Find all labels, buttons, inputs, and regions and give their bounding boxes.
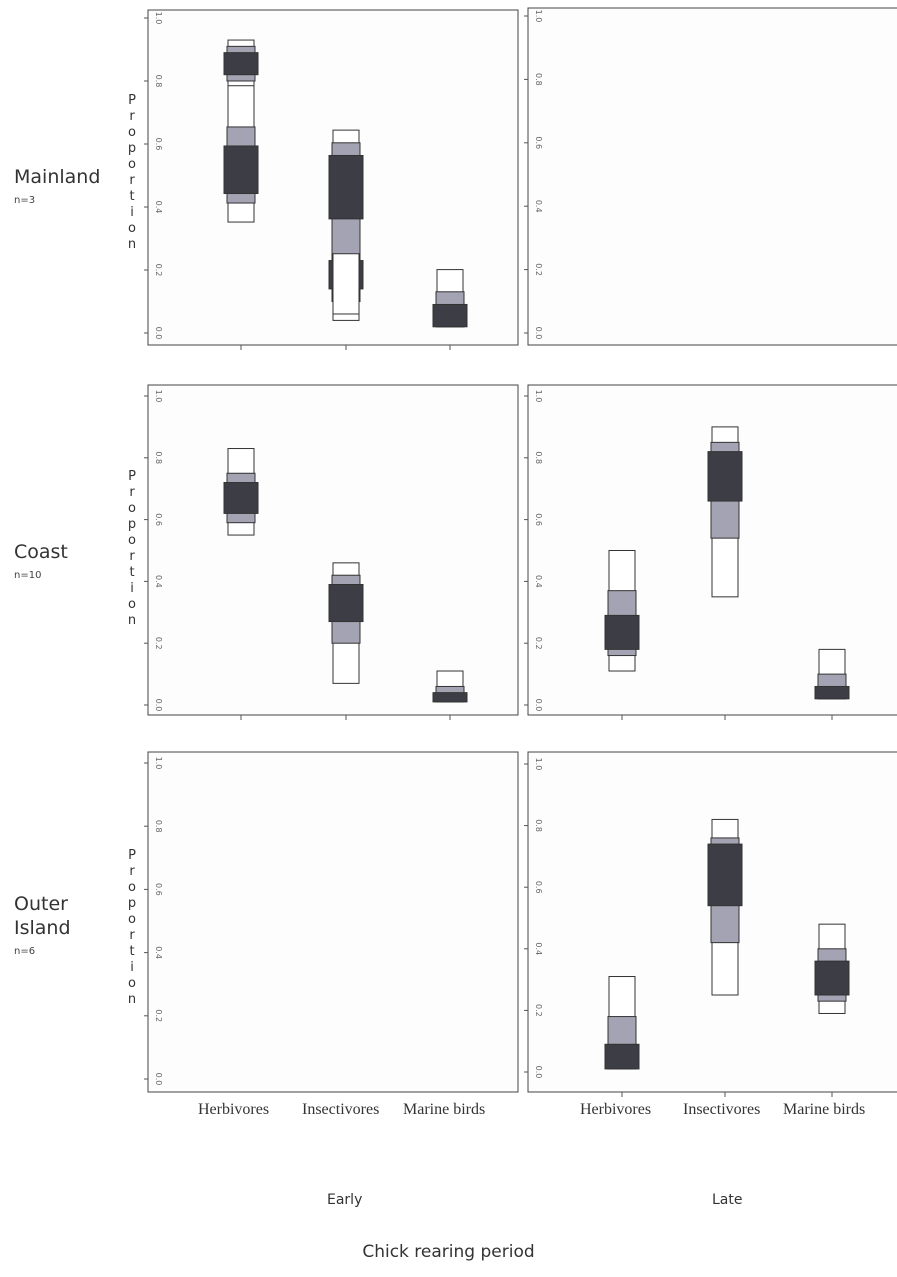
row-n-mainland: n=3 [14, 195, 36, 206]
y-tick-label-outer-island-late: 0.4 [534, 942, 543, 955]
box-ci50-coast-early-insectivores [328, 583, 364, 623]
box-ci50-coast-late-insectivores [707, 451, 743, 502]
y-tick-label-outer-island-early: 0.6 [154, 883, 163, 896]
y-tick-label-mainland-late: 0.2 [534, 263, 543, 276]
x-tick-label-early-marine-birds: Marine birds [403, 1101, 486, 1118]
x-tick-label-late-insectivores: Insectivores [683, 1101, 761, 1118]
y-tick-label-outer-island-late: 0.6 [534, 881, 543, 894]
box-ci50-mainland-late-insectivores [328, 154, 364, 220]
y-tick-label-coast-late: 0.4 [534, 575, 543, 588]
y-tick-label-coast-late: 0.2 [534, 637, 543, 650]
x-axis-title: Chick rearing period [362, 1242, 535, 1262]
y-tick-label-outer-island-early: 0.0 [154, 1073, 163, 1086]
y-tick-label-mainland-late: 0.0 [534, 327, 543, 340]
box-ci50-coast-late-herbivores [604, 614, 640, 650]
y-tick-label-coast-late: 0.0 [534, 699, 543, 712]
box-ci50-outer-island-late-herbivores [604, 1043, 640, 1070]
y-tick-label-coast-late: 0.6 [534, 513, 543, 526]
y-tick-label-mainland-early: 1.0 [154, 12, 163, 25]
box-ci50-outer-island-late-insectivores [707, 843, 743, 907]
x-tick-label-late-herbivores: Herbivores [580, 1101, 652, 1118]
panel-frame-mainland-late [527, 7, 897, 346]
y-tick-label-mainland-late: 0.4 [534, 200, 543, 213]
y-tick-label-coast-early: 0.8 [154, 451, 163, 464]
y-tick-label-coast-early: 0.4 [154, 575, 163, 588]
row-label-mainland: Mainland n=3 [14, 165, 100, 206]
y-tick-label-outer-island-late: 0.8 [534, 819, 543, 832]
x-tick-label-early-insectivores: Insectivores [302, 1101, 380, 1118]
x-tick-label-late-marine-birds: Marine birds [783, 1101, 866, 1118]
box-ci50-mainland-late-marine-birds [432, 303, 468, 328]
y-tick-label-mainland-late: 1.0 [534, 10, 543, 23]
period-label-early: Early [327, 1192, 363, 1208]
panel-frame-outer-island-early [147, 751, 519, 1093]
box-ci50-coast-early-marine-birds [432, 692, 468, 703]
box-ci50-coast-late-marine-birds [814, 685, 850, 700]
y-tick-label-mainland-early: 0.2 [154, 264, 163, 277]
period-label-late: Late [712, 1192, 743, 1208]
box-ci50-outer-island-late-marine-birds [814, 960, 850, 996]
row-label-coast: Coast n=10 [14, 540, 68, 581]
y-tick-label-coast-early: 0.0 [154, 699, 163, 712]
y-tick-label-outer-island-early: 1.0 [154, 757, 163, 770]
row-name-mainland: Mainland [14, 166, 101, 188]
y-tick-label-outer-island-late: 1.0 [534, 758, 543, 771]
y-tick-label-coast-early: 0.6 [154, 513, 163, 526]
y-tick-label-outer-island-early: 0.4 [154, 946, 163, 959]
box-ci50-mainland-early-herbivores [223, 52, 259, 76]
y-tick-label-outer-island-early: 0.2 [154, 1009, 163, 1022]
row-name-outer-line1: Outer [14, 893, 68, 915]
y-tick-label-coast-early: 0.2 [154, 637, 163, 650]
row-name-coast: Coast [14, 541, 68, 563]
row-n-outer-island: n=6 [14, 946, 36, 957]
y-tick-label-mainland-late: 0.6 [534, 136, 543, 149]
x-tick-label-early-herbivores: Herbivores [198, 1101, 270, 1118]
y-tick-label-outer-island-late: 0.2 [534, 1004, 543, 1017]
row-n-coast: n=10 [14, 570, 42, 581]
y-tick-label-mainland-early: 0.6 [154, 138, 163, 151]
box-ci50-mainland-late-herbivores [223, 145, 259, 195]
row-name-outer-line2: Island [14, 917, 71, 939]
y-tick-label-coast-late: 0.8 [534, 451, 543, 464]
y-tick-label-mainland-late: 0.8 [534, 73, 543, 86]
y-tick-label-mainland-early: 0.8 [154, 75, 163, 88]
box-ci50-coast-early-herbivores [223, 482, 259, 514]
y-tick-label-outer-island-late: 0.0 [534, 1066, 543, 1079]
y-tick-label-outer-island-early: 0.8 [154, 820, 163, 833]
row-label-outer-island: Outer Island n=6 [14, 892, 71, 957]
y-tick-label-mainland-early: 0.4 [154, 201, 163, 214]
y-tick-label-mainland-early: 0.0 [154, 327, 163, 340]
y-tick-label-coast-late: 1.0 [534, 390, 543, 403]
y-tick-label-coast-early: 1.0 [154, 390, 163, 403]
